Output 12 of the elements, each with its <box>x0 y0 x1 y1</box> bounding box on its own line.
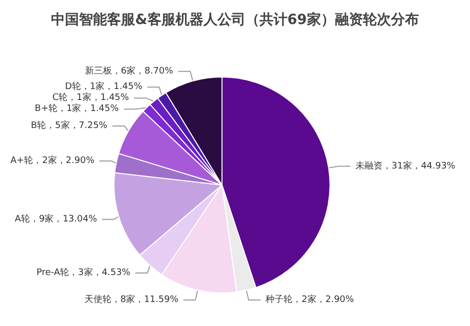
slice-label: 未融资，31家，44.93% <box>356 160 456 172</box>
slice-label: 种子轮，2家，2.90% <box>266 294 354 305</box>
slice-label: Pre-A轮，3家，4.53% <box>36 267 131 278</box>
slice-label: A轮，9家，13.04% <box>14 213 98 224</box>
slice-label: C轮，1家，1.45% <box>52 92 130 104</box>
slice-label: A+轮，2家，2.90% <box>10 154 95 166</box>
chart-title: 中国智能客服&客服机器人公司（共计69家）融资轮次分布 <box>51 11 419 28</box>
slice-label: B轮，5家，7.25% <box>30 120 108 131</box>
slice-label: 天使轮，8家，11.59% <box>84 294 179 305</box>
slice-label: 新三板，6家，8.70% <box>84 65 174 76</box>
slice-label: D轮，1家，1.45% <box>65 81 143 92</box>
slice-label: B+轮，1家，1.45% <box>34 103 120 114</box>
